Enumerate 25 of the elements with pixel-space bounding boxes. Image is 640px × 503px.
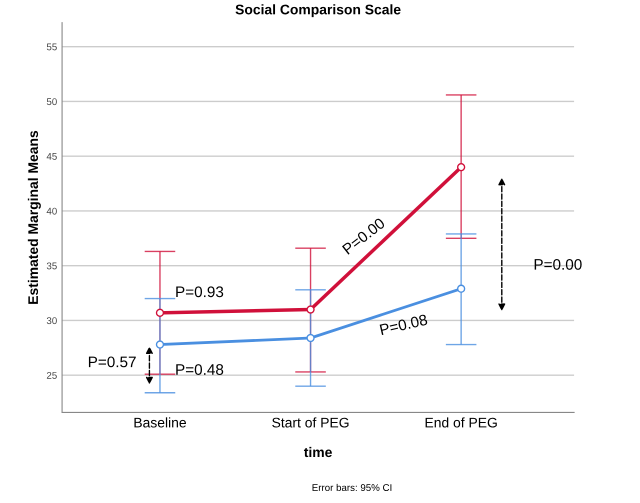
annotation: P=0.00 [534,259,582,270]
annotation: P=0.08 [380,314,428,336]
point [306,305,315,314]
annotation: P=0.93 [176,286,224,298]
x-axis-title: time [304,446,332,458]
y-tick-label: 55 [46,44,57,50]
y-tick-label: 25 [46,372,57,379]
y-tick-label: 35 [46,262,57,270]
chart-title: Social Comparison Scale [236,4,401,18]
x-tick-label: Baseline [134,417,186,428]
text: Error bars: 95% CI [312,484,392,492]
point [156,308,164,317]
point [156,340,164,349]
y-tick-label: 50 [46,98,57,106]
annotation: P=0.48 [176,364,224,375]
y-tick-label: 40 [46,208,57,215]
x-tick-label: Start of PEG [272,417,348,428]
point [306,334,315,342]
x-tick-label: End of PEG [426,417,497,428]
y-tick-label: 45 [46,153,57,160]
point [456,163,466,172]
y-axis-title: Estimated Marginal Means [28,130,41,304]
y-tick-label: 30 [46,317,57,324]
annotation: P=0.57 [88,356,136,368]
point [456,284,466,293]
